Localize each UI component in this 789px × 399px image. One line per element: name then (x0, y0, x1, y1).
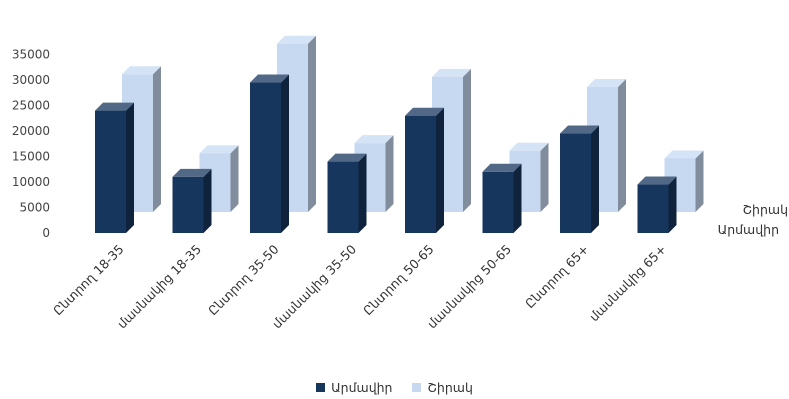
legend-label-shirak: Շիրակ (427, 380, 473, 395)
bar-armavir-4-top (405, 107, 444, 116)
bar-armavir-0-side (126, 102, 134, 233)
bar-armavir-2-side (281, 74, 289, 233)
bar-shirak-6-side (618, 79, 626, 212)
bar-shirak-0-side (153, 66, 161, 212)
category-label-2: Ընտրող 35-50 (205, 241, 282, 318)
category-label-3: մասնակից 35-50 (269, 241, 359, 331)
bar-armavir-1-side (203, 168, 212, 233)
bar-armavir-5-side (513, 163, 522, 233)
legend-label-armavir: Արմավիր (331, 380, 393, 395)
bar-armavir-0 (95, 102, 134, 233)
bar-armavir-7-top (637, 176, 677, 185)
bar-armavir-7 (637, 176, 677, 233)
bar-armavir-6-side (591, 125, 599, 233)
category-label-0: Ընտրող 18-35 (50, 242, 127, 319)
bar-armavir-5-top (482, 163, 522, 172)
bar-armavir-7-side (668, 176, 677, 233)
bar-armavir-2 (250, 74, 289, 233)
bar-shirak-1-side (230, 145, 239, 212)
y-tick-15000: 15000 (12, 150, 50, 164)
legend-swatch-armavir (316, 383, 326, 392)
y-tick-5000: 5000 (19, 201, 50, 215)
bar-armavir-2-front (250, 82, 281, 233)
bar-shirak-5-side (540, 142, 549, 212)
bar-armavir-5-front (482, 171, 514, 233)
bar-shirak-3-side (385, 135, 394, 212)
category-label-4: Ընտրող 50-65 (360, 242, 437, 319)
y-tick-35000: 35000 (12, 48, 50, 62)
legend-item-shirak: Շիրակ (412, 380, 473, 395)
bar-armavir-1-top (172, 168, 212, 177)
y-tick-20000: 20000 (12, 124, 50, 138)
category-label-7: մասնակից 65+ (586, 242, 669, 325)
bar-shirak-2-side (308, 35, 316, 213)
bar-armavir-0-top (95, 102, 134, 111)
depth-label-front: Արմավիր (718, 222, 779, 237)
legend-item-armavir: Արմավիր (316, 380, 392, 395)
bar-shirak-7-side (695, 150, 704, 212)
bar-shirak-2-top (277, 35, 316, 44)
bar-armavir-3-side (358, 153, 367, 233)
bar-shirak-4-top (432, 68, 471, 77)
depth-label-back: Շիրակ (743, 202, 788, 217)
bar-armavir-1 (172, 168, 212, 233)
bar-shirak-1-top (199, 145, 239, 154)
bar-armavir-7-front (637, 184, 669, 233)
category-label-6: Ընտրող 65+ (522, 242, 592, 312)
bar-armavir-3-front (327, 161, 359, 233)
bar-shirak-7-top (664, 150, 704, 159)
bar-armavir-3-top (327, 153, 367, 162)
category-label-5: մասնակից 50-65 (424, 242, 514, 332)
bar-armavir-6-top (560, 125, 599, 134)
bar-armavir-5 (482, 163, 522, 233)
bar-armavir-0-front (95, 110, 126, 233)
bar-shirak-6-top (587, 79, 626, 88)
category-label-1: մասնակից 18-35 (114, 242, 204, 332)
legend: Արմավիր Շիրակ (0, 380, 789, 395)
bar-armavir-4 (405, 107, 444, 233)
y-tick-30000: 30000 (12, 73, 50, 87)
bar-shirak-3-top (354, 135, 394, 144)
bar-shirak-4-side (463, 68, 471, 212)
bar-armavir-2-top (250, 74, 289, 83)
y-tick-0: 0 (42, 226, 50, 240)
bar-armavir-4-front (405, 115, 436, 233)
bar-armavir-6-front (560, 133, 591, 233)
bar-armavir-3 (327, 153, 367, 233)
legend-swatch-shirak (412, 383, 422, 392)
y-tick-10000: 10000 (12, 175, 50, 189)
y-tick-25000: 25000 (12, 99, 50, 113)
bar-armavir-1-front (172, 176, 204, 233)
bar-armavir-4-side (436, 107, 444, 233)
bar-shirak-5-top (509, 142, 549, 151)
bar-shirak-0-top (122, 66, 161, 75)
bar-armavir-6 (560, 125, 599, 233)
